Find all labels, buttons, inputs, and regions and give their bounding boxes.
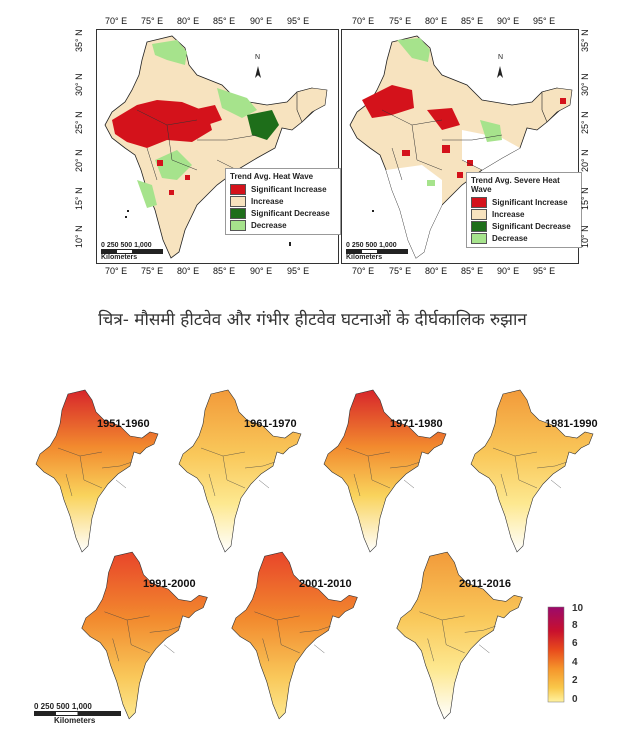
lat-tick: 35° N xyxy=(580,29,590,52)
colorbar-tick: 2 xyxy=(572,675,578,686)
legend-item: Decrease xyxy=(230,219,336,231)
lon-tick: 90° E xyxy=(497,266,520,276)
scale-bar-left: 0 250 500 1,000 Kilometers xyxy=(101,242,163,261)
decade-map-1981 xyxy=(470,389,594,553)
decade-label-1971: 1971-1980 xyxy=(390,418,443,430)
north-arrow-left xyxy=(255,66,261,78)
lon-tick: 70° E xyxy=(105,16,128,26)
legend-title: Trend Avg. Heat Wave xyxy=(230,172,314,181)
decade-label-1991: 1991-2000 xyxy=(143,578,196,590)
lat-tick: 25° N xyxy=(74,111,84,134)
heat-wave-trend-map-panel: N Trend Avg. Heat Wave Significant Incre… xyxy=(96,29,341,264)
lat-tick: 30° N xyxy=(580,73,590,96)
colorbar-tick: 4 xyxy=(572,657,578,668)
lat-tick: 35° N xyxy=(74,29,84,52)
decade-map-1961 xyxy=(178,389,302,553)
legend-item: Significant Increase xyxy=(471,196,577,208)
lat-tick: 15° N xyxy=(74,187,84,210)
lon-tick: 90° E xyxy=(250,16,273,26)
colorbar-tick: 8 xyxy=(572,620,578,631)
lon-tick: 80° E xyxy=(425,16,448,26)
lat-tick: 10° N xyxy=(580,225,590,248)
legend-item: Increase xyxy=(230,195,336,207)
legend-item: Significant Decrease xyxy=(230,207,336,219)
lon-tick: 75° E xyxy=(389,266,412,276)
figure-caption: चित्र- मौसमी हीटवेव और गंभीर हीटवेव घटना… xyxy=(98,310,527,330)
lon-tick: 95° E xyxy=(533,266,556,276)
north-label-right: N xyxy=(498,54,504,61)
legend-item: Increase xyxy=(471,208,577,220)
decade-label-1951: 1951-1960 xyxy=(97,418,150,430)
scale-bar-decades: 0 250 500 1,000 Kilometers xyxy=(34,702,121,725)
lon-tick: 75° E xyxy=(141,266,164,276)
decade-label-2001: 2001-2010 xyxy=(299,578,352,590)
legend-title: Trend Avg. Severe Heat Wave xyxy=(471,176,560,194)
lon-tick: 80° E xyxy=(177,16,200,26)
severe-heat-wave-trend-map-panel: N Trend Avg. Severe Heat Wave Significan… xyxy=(341,29,582,264)
severe-heat-wave-legend: Trend Avg. Severe Heat Wave Significant … xyxy=(466,172,582,248)
colorbar-tick: 6 xyxy=(572,638,578,649)
lon-tick: 85° E xyxy=(461,16,484,26)
lon-tick: 80° E xyxy=(425,266,448,276)
lon-tick: 95° E xyxy=(533,16,556,26)
lat-tick: 25° N xyxy=(580,111,590,134)
lon-tick: 70° E xyxy=(352,266,375,276)
lon-tick: 95° E xyxy=(287,16,310,26)
lon-tick: 75° E xyxy=(389,16,412,26)
legend-item: Significant Increase xyxy=(230,183,336,195)
north-arrow-right xyxy=(497,66,503,78)
lon-tick: 80° E xyxy=(177,266,200,276)
decade-map-1951 xyxy=(35,389,159,553)
north-label-left: N xyxy=(255,54,261,61)
lat-tick: 20° N xyxy=(580,149,590,172)
lon-tick: 75° E xyxy=(141,16,164,26)
lat-tick: 15° N xyxy=(580,187,590,210)
lat-tick: 20° N xyxy=(74,149,84,172)
lon-tick: 85° E xyxy=(213,16,236,26)
legend-item: Significant Decrease xyxy=(471,220,577,232)
severe-heat-wave-trend-map xyxy=(349,35,573,259)
lon-tick: 95° E xyxy=(287,266,310,276)
lat-tick: 30° N xyxy=(74,73,84,96)
lon-tick: 85° E xyxy=(461,266,484,276)
heat-wave-legend: Trend Avg. Heat Wave Significant Increas… xyxy=(225,168,341,235)
legend-item: Decrease xyxy=(471,232,577,244)
decade-label-1981: 1981-1990 xyxy=(545,418,598,430)
lon-tick: 70° E xyxy=(105,266,128,276)
decade-label-2011: 2011-2016 xyxy=(459,578,511,590)
lon-tick: 85° E xyxy=(213,266,236,276)
decade-label-1961: 1961-1970 xyxy=(244,418,297,430)
scale-bar-right: 0 250 500 1,000 Kilometers xyxy=(346,242,408,261)
lon-tick: 70° E xyxy=(352,16,375,26)
decade-map-1971 xyxy=(323,389,447,553)
lon-tick: 90° E xyxy=(250,266,273,276)
heat-wave-trend-map xyxy=(104,35,328,259)
lat-tick: 10° N xyxy=(74,225,84,248)
colorbar-tick: 10 xyxy=(572,603,584,614)
colorbar xyxy=(547,606,565,703)
lon-tick: 90° E xyxy=(497,16,520,26)
colorbar-tick: 0 xyxy=(572,694,578,705)
